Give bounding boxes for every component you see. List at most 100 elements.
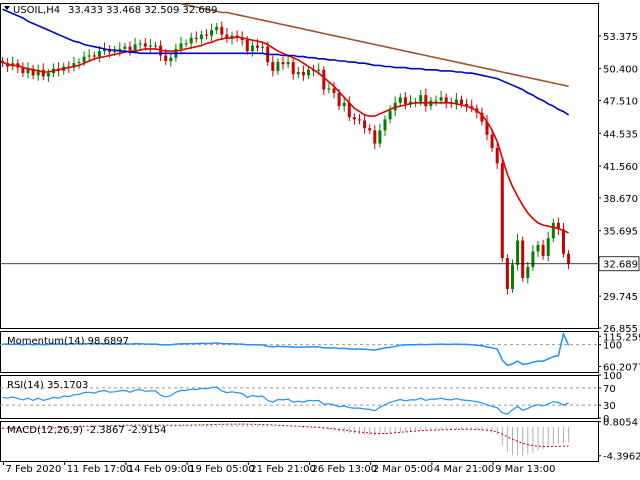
candle-body bbox=[327, 88, 331, 90]
candle-body bbox=[31, 68, 35, 76]
candle-body bbox=[148, 45, 152, 47]
candle bbox=[72, 56, 76, 72]
candle bbox=[516, 234, 520, 271]
candle bbox=[363, 113, 367, 134]
rsi-line bbox=[2, 386, 569, 415]
candle-body bbox=[184, 43, 188, 45]
candle-body bbox=[138, 43, 142, 45]
moving-average-line bbox=[2, 8, 570, 116]
candle-body bbox=[551, 222, 555, 239]
candle-body bbox=[92, 55, 96, 57]
current-price-box bbox=[598, 256, 640, 272]
candle bbox=[403, 92, 407, 110]
candle bbox=[87, 48, 91, 63]
moving-average-line bbox=[180, 2, 569, 88]
candle-body bbox=[347, 102, 351, 118]
symbol-dropdown-icon[interactable] bbox=[4, 6, 10, 10]
candle-body bbox=[240, 37, 244, 41]
candle-body bbox=[556, 222, 560, 230]
candle bbox=[521, 236, 525, 282]
candle-body bbox=[307, 69, 310, 76]
candle bbox=[470, 99, 474, 113]
candle-body bbox=[256, 45, 259, 48]
candle-body bbox=[490, 134, 494, 148]
candle-body bbox=[143, 43, 147, 47]
candle-body bbox=[470, 106, 474, 109]
candle bbox=[291, 58, 295, 80]
candle bbox=[347, 96, 351, 122]
candle bbox=[546, 231, 550, 262]
time-tick-label: 14 Feb 09:00 bbox=[128, 464, 194, 475]
candle-body bbox=[205, 34, 208, 36]
candle-body bbox=[179, 43, 183, 49]
candle bbox=[500, 156, 504, 262]
candle bbox=[567, 249, 571, 270]
candle bbox=[220, 21, 224, 41]
momentum-line bbox=[2, 331, 570, 367]
price-tick-label: 53.375 bbox=[603, 32, 638, 43]
price-tick-label: 44.535 bbox=[603, 129, 638, 140]
candle bbox=[301, 65, 305, 81]
candle bbox=[378, 123, 382, 148]
macd-pane[interactable]: 0.8054 -4.3962 bbox=[0, 418, 640, 463]
candle-body bbox=[261, 46, 265, 48]
candle bbox=[434, 95, 438, 107]
candle bbox=[189, 32, 193, 49]
candle bbox=[36, 64, 40, 81]
candle-body bbox=[363, 120, 367, 129]
candle bbox=[352, 113, 356, 125]
candle-body bbox=[210, 30, 214, 36]
candle bbox=[485, 115, 489, 141]
candle-body bbox=[194, 37, 198, 39]
candle bbox=[342, 97, 346, 112]
candle-body bbox=[337, 92, 341, 107]
time-tick-label: 9 Mar 13:00 bbox=[495, 464, 555, 475]
candle-body bbox=[103, 48, 106, 52]
momentum-pane[interactable]: 115.2599100 60.2077 bbox=[0, 331, 640, 374]
candle-body bbox=[424, 95, 428, 107]
candle bbox=[424, 88, 428, 112]
candle-body bbox=[72, 63, 76, 68]
time-tick-label: 26 Feb 13:00 bbox=[312, 464, 378, 475]
rsi-tick-label: 70 bbox=[603, 384, 616, 395]
rsi-label: RSI(14) 35.1703 bbox=[7, 380, 88, 391]
candle bbox=[465, 98, 469, 112]
candle-body bbox=[291, 62, 295, 75]
current-price-label: 32.689 bbox=[603, 260, 638, 271]
candle-body bbox=[77, 62, 81, 64]
candle-body bbox=[521, 240, 525, 278]
candle-body bbox=[465, 103, 469, 107]
candle-body bbox=[378, 130, 382, 144]
candle bbox=[541, 239, 545, 260]
candle-body bbox=[276, 62, 280, 71]
price-tick-label: 47.510 bbox=[603, 97, 638, 108]
candle-body bbox=[567, 253, 571, 264]
price-tick-label: 50.400 bbox=[603, 65, 638, 76]
candle bbox=[480, 107, 484, 126]
candle bbox=[21, 62, 25, 77]
candle-body bbox=[271, 62, 275, 71]
candle-body bbox=[245, 40, 249, 52]
candle-body bbox=[169, 57, 173, 61]
candle-body bbox=[409, 101, 412, 104]
candle bbox=[383, 115, 387, 136]
candle-body bbox=[82, 56, 86, 63]
price-pane[interactable]: 53.375 50.400 47.510 44.535 41.560 38.670 35.6… bbox=[0, 2, 640, 336]
momentum-label: Momentum(14) 98.6897 bbox=[7, 336, 129, 347]
candle bbox=[169, 53, 173, 67]
rsi-pane-frame bbox=[0, 375, 599, 419]
candle-body bbox=[434, 100, 438, 102]
candle-body bbox=[439, 97, 443, 101]
candle-body bbox=[546, 238, 550, 256]
candle-body bbox=[352, 117, 356, 120]
candle-body bbox=[358, 119, 361, 121]
rsi-pane[interactable]: 100 70 30 0 bbox=[0, 371, 622, 425]
candle-body bbox=[225, 34, 229, 39]
candle-body bbox=[342, 102, 346, 107]
candle bbox=[388, 105, 392, 124]
candle-body bbox=[373, 130, 377, 144]
candle bbox=[286, 55, 290, 69]
candle bbox=[307, 65, 310, 80]
time-tick-label: 21 Feb 21:00 bbox=[250, 464, 316, 475]
